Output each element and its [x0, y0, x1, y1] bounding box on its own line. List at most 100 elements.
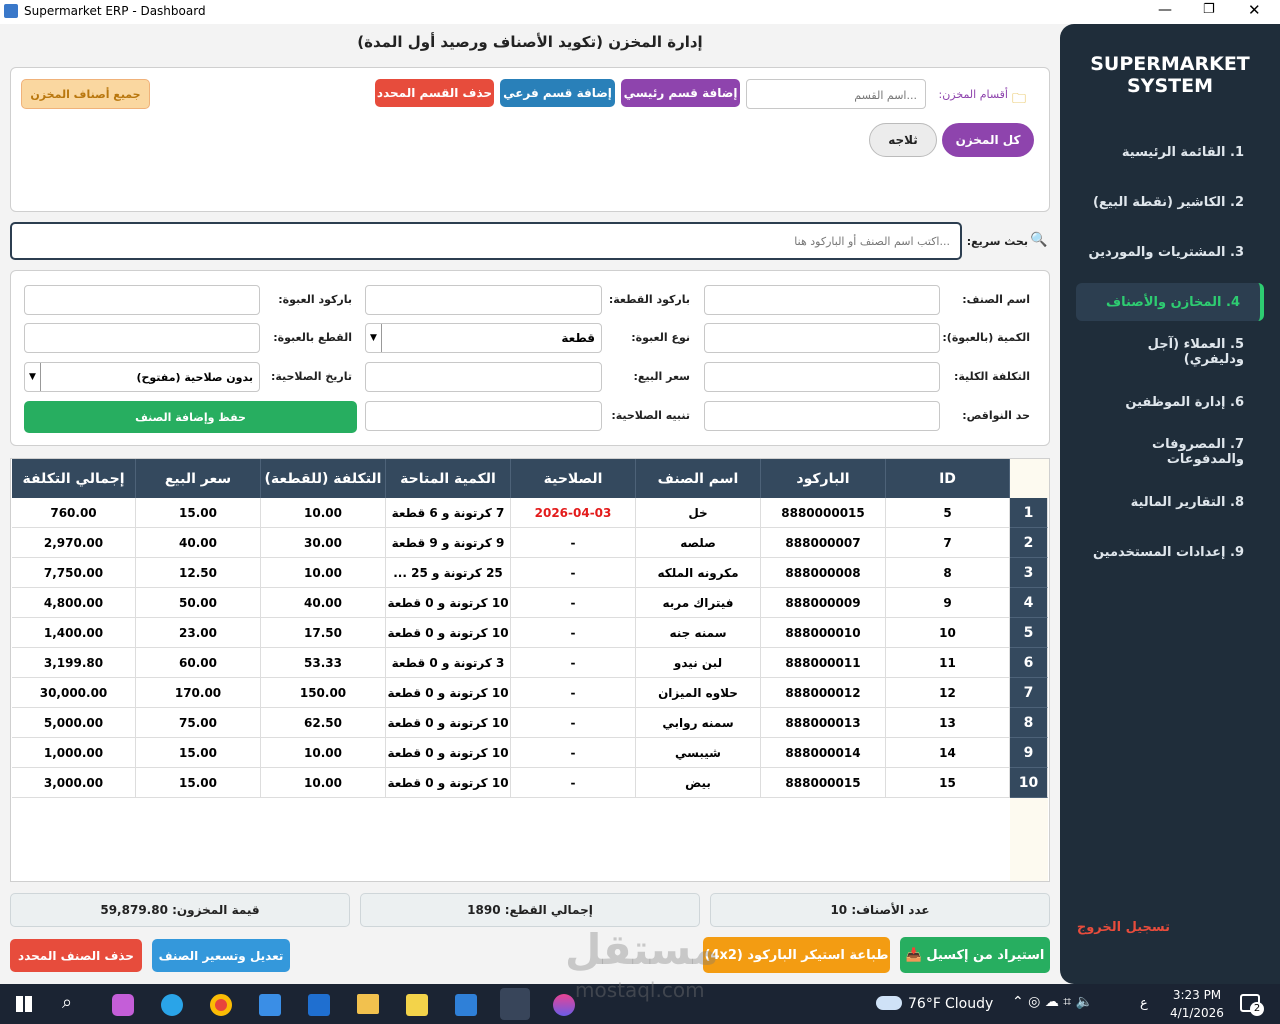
text-input[interactable] [365, 285, 602, 315]
row-number: 3 [1010, 558, 1048, 588]
column-header: التكلفة (للقطعة) [261, 459, 386, 498]
text-input[interactable] [24, 323, 260, 353]
menu-item[interactable]: 7. المصروفات والمدفوعات [1152, 437, 1244, 467]
app[interactable] [357, 994, 379, 1014]
field-label: تاريخ الصلاحية: [270, 370, 352, 383]
row-number: 9 [1010, 738, 1048, 768]
table-cell: 13 [886, 708, 1010, 738]
table-cell: خل [636, 498, 761, 528]
table-cell: - [511, 528, 636, 558]
add-sub-button[interactable]: إضافة قسم فرعي [500, 79, 615, 107]
select-value: بدون صلاحية (مفتوح) [136, 371, 253, 384]
brand: SUPERMARKET SYSTEM [1070, 53, 1270, 97]
add-main-button[interactable]: إضافة قسم رئيسي [621, 79, 740, 107]
expiry-select[interactable]: بدون صلاحية (مفتوح) ▼ [24, 362, 260, 392]
text-input[interactable] [704, 362, 940, 392]
table-cell: 30.00 [261, 528, 386, 558]
table-cell: - [511, 768, 636, 798]
menu-item[interactable]: 9. إعدادات المستخدمين [1092, 544, 1244, 560]
text-input[interactable] [365, 401, 602, 431]
table-cell: سمنه جنه [636, 618, 761, 648]
column-header: الباركود [761, 459, 886, 498]
package-select[interactable]: قطعة ▼ [365, 323, 602, 353]
row-number: 1 [1010, 498, 1048, 528]
menu-item[interactable]: 2. الكاشير (نقطة البيع) [1092, 194, 1244, 210]
row-number: 10 [1010, 768, 1048, 798]
table-cell: 10 كرتونة و 0 قطعة [386, 678, 511, 708]
table-cell: 150.00 [261, 678, 386, 708]
column-header: الصلاحية [511, 459, 636, 498]
app[interactable] [553, 994, 575, 1016]
table-cell: 10 [886, 618, 1010, 648]
dropdown-arrow: ▼ [25, 363, 41, 391]
table-cell: 60.00 [136, 648, 261, 678]
table-cell: 15.00 [136, 498, 261, 528]
sections-label: أقسام المخزن: [938, 88, 1008, 101]
table-cell: 53.33 [261, 648, 386, 678]
table-cell: 3 كرتونة و 0 قطعة [386, 648, 511, 678]
chip-active[interactable]: كل المخزن [942, 123, 1034, 157]
app[interactable] [308, 994, 330, 1016]
print-button[interactable]: طباعة استيكر الباركود (4x2) [703, 937, 890, 973]
section-input[interactable]: اسم القسم... [746, 79, 926, 109]
table-cell: 5 [886, 498, 1010, 528]
menu-item[interactable]: 5. العملاء (آجل ودليفري) [1147, 337, 1244, 367]
table-cell: 7 [886, 528, 1010, 558]
text-input[interactable] [704, 401, 940, 431]
delete-item-button[interactable]: حذف الصنف المحدد [10, 939, 142, 972]
app[interactable] [406, 994, 428, 1016]
app[interactable] [112, 994, 134, 1016]
app-active[interactable] [500, 988, 530, 1020]
lang[interactable]: ع [1140, 996, 1148, 1011]
search-input[interactable]: اكتب اسم الصنف أو الباركود هنا... [10, 222, 962, 260]
stat-value: قيمة المخزون: 59,879.80 [10, 893, 350, 927]
logout[interactable]: تسجيل الخروج [1076, 920, 1170, 935]
menu-item[interactable]: 3. المشتريات والموردين [1088, 244, 1244, 260]
app[interactable] [161, 994, 183, 1016]
app[interactable] [259, 994, 281, 1016]
text-input[interactable] [704, 285, 940, 315]
menu-item[interactable]: 8. التقارير المالية [1130, 494, 1244, 510]
table-cell: 75.00 [136, 708, 261, 738]
app[interactable] [455, 994, 477, 1016]
table-cell: 4,800.00 [12, 588, 136, 618]
import-button[interactable]: استيراد من إكسيل 📥 [900, 937, 1050, 973]
minimize[interactable]: — [1158, 2, 1172, 18]
field-label: حد النواقص: [962, 409, 1030, 422]
menu-item[interactable]: 6. إدارة الموظفين [1125, 394, 1244, 410]
table-cell: - [511, 738, 636, 768]
close[interactable]: ✕ [1248, 1, 1261, 19]
window-title: Supermarket ERP - Dashboard [24, 4, 206, 18]
delete-section-button[interactable]: حذف القسم المحدد [375, 79, 494, 107]
start[interactable] [16, 996, 32, 1012]
page-title: إدارة المخزن (تكويد الأصناف ورصيد أول ال… [357, 33, 703, 51]
all-items-button[interactable]: جميع أصناف المخزن [21, 79, 150, 109]
folder-icon: 🗀 [1012, 91, 1026, 107]
text-input[interactable] [24, 285, 260, 315]
table-cell: 10.00 [261, 738, 386, 768]
chip[interactable]: ثلاجه [869, 123, 937, 157]
table-cell: 10.00 [261, 768, 386, 798]
weather-temp: 76°F [908, 996, 941, 1012]
menu-item-active[interactable]: 4. المخازن والأصناف [1076, 283, 1264, 321]
table-cell: 8880000015 [761, 498, 886, 528]
tray[interactable]: ⌃ ◎ ☁ ⌗ 🔈 [1012, 994, 1094, 1010]
app[interactable] [210, 994, 232, 1016]
text-input[interactable] [704, 323, 940, 353]
search-label: بحث سريع: [966, 235, 1028, 248]
table-cell: صلصه [636, 528, 761, 558]
text-input[interactable] [365, 362, 602, 392]
table-cell: 17.50 [261, 618, 386, 648]
clock[interactable]: 3:23 PM 4/1/2026 [1162, 988, 1232, 1020]
column-header: الكمية المتاحة [386, 459, 511, 498]
table-cell: 23.00 [136, 618, 261, 648]
save-button[interactable]: حفظ وإضافة الصنف [24, 401, 357, 433]
table-cell: 40.00 [261, 588, 386, 618]
menu-item[interactable]: 1. القائمة الرئيسية [1121, 144, 1244, 160]
taskbar: ⌕ 76°F Cloudy ⌃ ◎ ☁ ⌗ 🔈 ع 3:23 PM 4/1/202… [0, 984, 1280, 1024]
table-cell: 888000014 [761, 738, 886, 768]
maximize[interactable]: ❐ [1203, 2, 1215, 17]
search-taskbar[interactable]: ⌕ [62, 992, 73, 1013]
edit-button[interactable]: تعديل وتسعير الصنف [152, 939, 290, 972]
